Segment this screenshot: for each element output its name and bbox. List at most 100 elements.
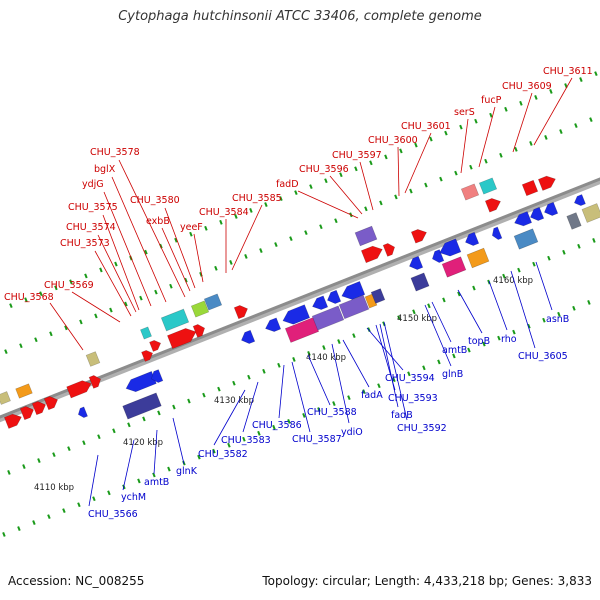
reverse-gene-label: ydiO — [341, 427, 363, 438]
reverse-gene-label: CHU_3605 — [518, 351, 568, 362]
position-tick-mark — [287, 419, 291, 424]
forward-gene-label-leader — [404, 132, 432, 194]
position-tick-mark — [69, 279, 73, 285]
forward-gene-glyph-shape — [66, 380, 92, 399]
reverse-gene-glyph-shape — [513, 228, 539, 250]
position-tick-mark — [272, 424, 276, 430]
position-tick-mark — [572, 305, 576, 311]
forward-gene-glyph-shape — [410, 229, 427, 244]
position-tick-mark — [482, 341, 486, 347]
reverse-gene-label-leader — [331, 343, 350, 424]
position-tick-mark — [544, 135, 548, 140]
forward-gene-glyph — [149, 340, 162, 352]
forward-gene-glyph — [484, 198, 501, 213]
reverse-gene-glyph-shape — [370, 288, 386, 304]
position-tick-mark — [442, 297, 446, 303]
position-tick-mark — [187, 398, 191, 404]
reverse-gene-glyph-shape — [125, 371, 157, 393]
position-tick-mark — [232, 380, 236, 386]
forward-gene-label-leader — [512, 92, 533, 153]
position-tick-mark — [189, 231, 193, 237]
position-tick-mark — [322, 345, 326, 350]
position-tick-mark — [319, 224, 323, 230]
reverse-gene-label: CHU_3566 — [88, 509, 138, 520]
reverse-gene-label: CHU_3586 — [252, 420, 302, 431]
position-tick-mark — [559, 129, 563, 134]
position-tick-mark — [439, 176, 443, 182]
position-tick-mark — [309, 184, 313, 190]
position-tick-mark — [454, 170, 458, 176]
forward-gene-glyph — [203, 293, 223, 311]
forward-gene-label-leader — [97, 234, 137, 313]
forward-gene-label: CHU_3597 — [332, 150, 382, 161]
forward-gene-label-leader — [231, 204, 263, 271]
position-tick-mark — [574, 123, 578, 128]
position-tick-mark — [277, 362, 281, 368]
forward-gene-label-leader — [164, 207, 196, 289]
position-tick-mark — [202, 392, 206, 398]
position-tick-mark — [34, 337, 38, 343]
position-tick-mark — [377, 383, 381, 389]
position-tick-mark — [274, 242, 278, 247]
reverse-gene-label-leader — [379, 323, 399, 408]
position-tick-mark — [234, 214, 238, 219]
forward-gene-label-leader — [359, 161, 374, 211]
position-tick-mark — [107, 490, 111, 496]
reverse-gene-label-leader — [291, 361, 311, 433]
forward-gene-label: CHU_3609 — [502, 81, 552, 92]
position-tick-mark — [197, 454, 201, 460]
reverse-gene-glyph — [265, 317, 282, 332]
position-tick-mark — [144, 249, 148, 255]
position-tick-mark — [167, 466, 171, 472]
position-tick-mark — [257, 430, 261, 436]
position-tick-mark — [82, 440, 86, 446]
position-tick-mark — [364, 206, 368, 212]
reverse-gene-glyph-shape — [241, 329, 256, 344]
reverse-gene-label: fadA — [361, 390, 383, 401]
forward-gene-label: serS — [454, 107, 475, 118]
reverse-gene-glyph — [530, 206, 545, 221]
position-tick-mark — [227, 442, 231, 448]
forward-gene-glyph-shape — [140, 326, 152, 340]
position-tick-mark — [589, 117, 593, 123]
forward-gene-label-leader — [329, 175, 363, 215]
position-tick-mark — [337, 339, 341, 344]
scale-label: 4150 kbp — [397, 314, 437, 324]
position-tick-mark — [7, 470, 11, 475]
position-tick-mark — [229, 260, 233, 265]
position-tick-mark — [517, 267, 521, 273]
position-tick-mark — [497, 335, 501, 341]
reverse-gene-label: CHU_3582 — [198, 449, 248, 460]
forward-gene-label-leader — [94, 250, 132, 317]
position-tick-mark — [127, 422, 131, 428]
forward-gene-label: CHU_3580 — [130, 195, 180, 206]
position-tick-mark — [217, 386, 221, 392]
position-tick-mark — [294, 190, 298, 196]
forward-gene-glyph — [43, 396, 58, 411]
reverse-gene-glyph — [312, 295, 329, 310]
forward-gene-label-leader — [460, 118, 469, 174]
forward-gene-label-leader — [103, 191, 152, 307]
position-tick-mark — [247, 374, 251, 380]
accession-text: Accession: NC_008255 — [8, 574, 145, 588]
reverse-gene-glyph — [327, 289, 342, 304]
forward-gene-glyph — [15, 383, 33, 399]
position-tick-mark — [369, 160, 373, 166]
reverse-gene-glyph — [581, 203, 600, 223]
position-tick-mark — [39, 291, 43, 297]
position-tick-mark — [22, 464, 26, 469]
reverse-gene-glyph — [409, 255, 424, 270]
forward-gene-glyph — [360, 245, 383, 264]
forward-gene-glyph-shape — [354, 225, 378, 247]
position-tick-mark — [212, 448, 216, 454]
position-tick-mark — [384, 154, 388, 160]
forward-gene-label: CHU_3596 — [299, 164, 349, 175]
reverse-gene-glyph — [513, 228, 539, 250]
position-tick-mark — [409, 188, 413, 194]
position-tick-mark — [37, 458, 41, 463]
reverse-gene-glyph-shape — [573, 194, 586, 206]
reverse-gene-glyph-shape — [544, 201, 559, 216]
position-tick-mark — [279, 196, 283, 201]
reverse-gene-glyph-shape — [491, 226, 503, 240]
position-tick-mark — [354, 166, 358, 172]
